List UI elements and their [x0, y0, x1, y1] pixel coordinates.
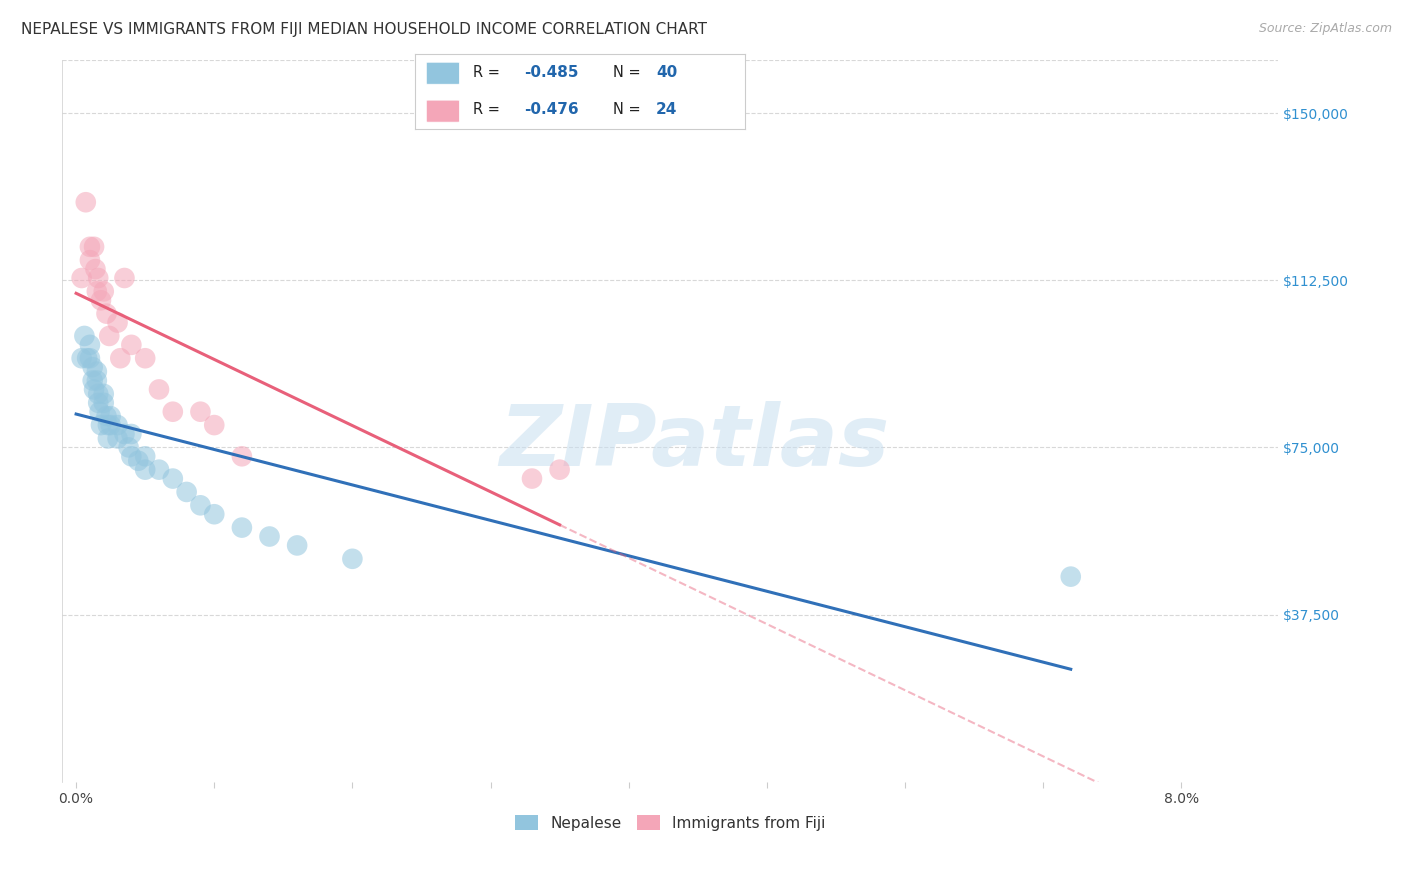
Point [84, 262, 107, 277]
Point [259, 529, 281, 543]
Point [285, 538, 308, 552]
Point [86, 374, 108, 388]
Point [127, 454, 149, 468]
Point [87, 387, 110, 401]
Text: NEPALESE VS IMMIGRANTS FROM FIJI MEDIAN HOUSEHOLD INCOME CORRELATION CHART: NEPALESE VS IMMIGRANTS FROM FIJI MEDIAN … [21, 22, 707, 37]
Point [97, 432, 120, 446]
Point [117, 441, 139, 455]
Point [79, 351, 101, 366]
Point [70, 351, 93, 366]
Text: N =: N = [613, 65, 645, 80]
Point [134, 450, 156, 464]
Point [82, 360, 104, 375]
Point [114, 427, 136, 442]
Point [86, 285, 108, 299]
Point [93, 285, 115, 299]
Point [73, 329, 96, 343]
Point [190, 498, 212, 512]
Point [342, 551, 364, 566]
Point [107, 432, 129, 446]
Point [83, 240, 105, 254]
Point [120, 450, 142, 464]
Point [162, 472, 184, 486]
Point [98, 329, 121, 343]
Point [79, 240, 101, 254]
Point [90, 293, 112, 308]
Point [202, 507, 225, 521]
Point [120, 427, 142, 442]
Text: 24: 24 [657, 102, 678, 117]
Text: Source: ZipAtlas.com: Source: ZipAtlas.com [1258, 22, 1392, 36]
Text: N =: N = [613, 102, 645, 117]
Point [107, 418, 129, 433]
Point [148, 463, 170, 477]
Point [87, 396, 110, 410]
Point [107, 316, 129, 330]
Point [70, 271, 93, 285]
Point [134, 351, 156, 366]
Point [93, 396, 115, 410]
FancyBboxPatch shape [426, 62, 460, 84]
Point [96, 307, 118, 321]
Point [1060, 569, 1083, 583]
Point [202, 418, 225, 433]
Text: ZIPatlas: ZIPatlas [499, 401, 890, 483]
Point [93, 387, 115, 401]
Point [87, 271, 110, 285]
Point [134, 463, 156, 477]
Point [89, 405, 111, 419]
Point [97, 418, 120, 433]
Point [100, 409, 122, 424]
Point [75, 195, 97, 210]
Text: R =: R = [472, 65, 505, 80]
Point [79, 338, 101, 352]
Point [96, 409, 118, 424]
Point [82, 374, 104, 388]
Point [548, 463, 571, 477]
Point [120, 338, 142, 352]
Point [162, 405, 184, 419]
Point [520, 472, 543, 486]
Text: R =: R = [472, 102, 505, 117]
Point [114, 271, 136, 285]
Text: 40: 40 [657, 65, 678, 80]
Point [86, 365, 108, 379]
Point [190, 405, 212, 419]
Point [100, 418, 122, 433]
Text: -0.476: -0.476 [524, 102, 578, 117]
Point [148, 383, 170, 397]
Point [76, 351, 98, 366]
Point [231, 450, 253, 464]
FancyBboxPatch shape [426, 100, 460, 122]
Point [231, 520, 253, 534]
Text: -0.485: -0.485 [524, 65, 578, 80]
Point [110, 351, 132, 366]
Legend: Nepalese, Immigrants from Fiji: Nepalese, Immigrants from Fiji [510, 810, 830, 836]
Point [83, 383, 105, 397]
Point [79, 253, 101, 268]
Point [90, 418, 112, 433]
Point [176, 485, 198, 500]
